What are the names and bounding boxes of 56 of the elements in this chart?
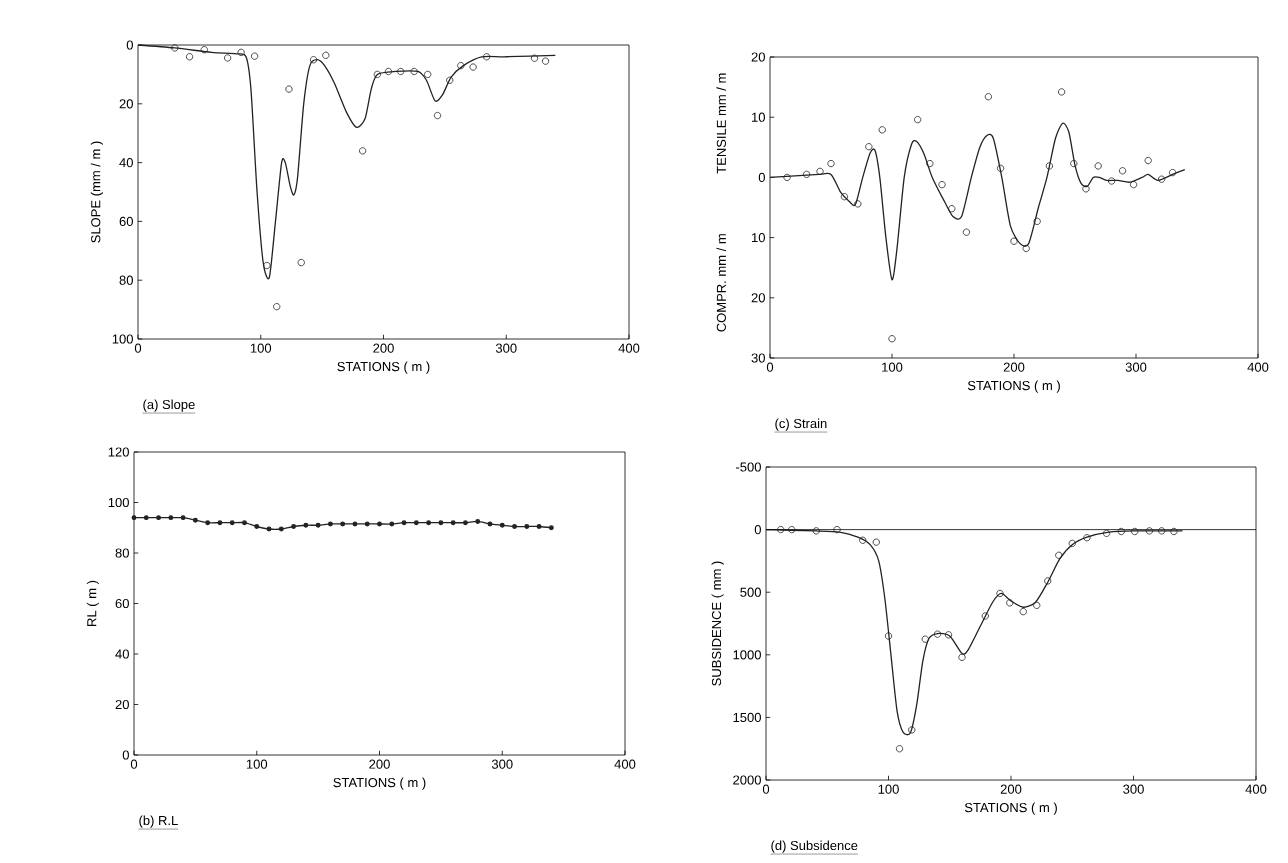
x-axis-title: STATIONS ( m ) bbox=[333, 777, 426, 790]
y-tick-label: 40 bbox=[115, 649, 129, 659]
x-tick-label: 400 bbox=[1247, 362, 1269, 372]
x-tick-label: 100 bbox=[878, 784, 899, 794]
text: (b) R.L bbox=[139, 815, 178, 828]
x-tick-label: 400 bbox=[614, 759, 636, 769]
y-axis-title: RL ( m ) bbox=[86, 580, 99, 626]
x-tick-label: 200 bbox=[369, 759, 390, 769]
y-tick-label: 10 bbox=[752, 233, 765, 243]
x-axis-title: STATIONS ( m ) bbox=[967, 380, 1060, 393]
y-tick-label: 0 bbox=[122, 750, 129, 760]
y-tick-label: 60 bbox=[115, 598, 129, 609]
y-tick-label: 0 bbox=[754, 525, 761, 535]
y-tick-label: 80 bbox=[115, 548, 129, 558]
y-axis-title: SUBSIDENCE ( mm ) bbox=[711, 561, 724, 686]
y-tick-label: 100 bbox=[108, 497, 129, 508]
y-tick-label: 10 bbox=[752, 112, 765, 122]
y-tick-label: 120 bbox=[108, 447, 129, 457]
y-tick-label: 20 bbox=[751, 293, 765, 303]
y-axis-title: TENSILE mm / m bbox=[716, 73, 726, 174]
y-tick-label: 2000 bbox=[733, 775, 761, 785]
x-tick-label: 0 bbox=[766, 362, 774, 372]
y-tick-label: 80 bbox=[119, 275, 133, 285]
y-tick-label: 1500 bbox=[733, 712, 761, 723]
x-tick-label: 100 bbox=[246, 759, 268, 769]
y-axis-title: SLOPE (mm / m ) bbox=[90, 141, 103, 243]
y-tick-label: 0 bbox=[126, 40, 133, 50]
y-tick-label: 20 bbox=[119, 99, 133, 109]
y-tick-label: 20 bbox=[751, 52, 765, 62]
text: COMPR. mm / m bbox=[716, 234, 726, 332]
x-tick-label: 300 bbox=[495, 343, 517, 353]
y-tick-label: 40 bbox=[119, 158, 133, 168]
x-tick-label: 200 bbox=[1003, 362, 1025, 372]
x-tick-label: 400 bbox=[1245, 784, 1267, 794]
x-tick-label: 300 bbox=[491, 759, 513, 769]
y-tick-label: -500 bbox=[736, 462, 761, 472]
x-tick-label: 300 bbox=[1123, 784, 1144, 794]
x-tick-label: 300 bbox=[1125, 362, 1147, 372]
y-tick-label: 30 bbox=[751, 353, 765, 363]
y-tick-label: 60 bbox=[119, 216, 133, 227]
text: (c) Strain bbox=[775, 418, 827, 431]
y-tick-label: 100 bbox=[112, 334, 133, 344]
x-tick-label: 0 bbox=[134, 343, 142, 353]
y-tick-label: 0 bbox=[758, 172, 765, 183]
text: (a) Slope bbox=[143, 399, 195, 412]
x-tick-label: 200 bbox=[373, 343, 394, 353]
x-tick-label: 100 bbox=[882, 362, 903, 372]
y-tick-label: 500 bbox=[740, 587, 761, 597]
x-tick-label: 100 bbox=[250, 343, 272, 353]
x-tick-label: 200 bbox=[1000, 784, 1022, 794]
y-tick-label: 20 bbox=[115, 699, 129, 710]
text: (d) Subsidence bbox=[771, 840, 858, 853]
x-axis-title: STATIONS ( m ) bbox=[964, 802, 1057, 815]
x-axis-title: STATIONS ( m ) bbox=[337, 361, 430, 374]
y-tick-label: 1000 bbox=[733, 650, 761, 660]
x-tick-label: 400 bbox=[618, 343, 640, 353]
